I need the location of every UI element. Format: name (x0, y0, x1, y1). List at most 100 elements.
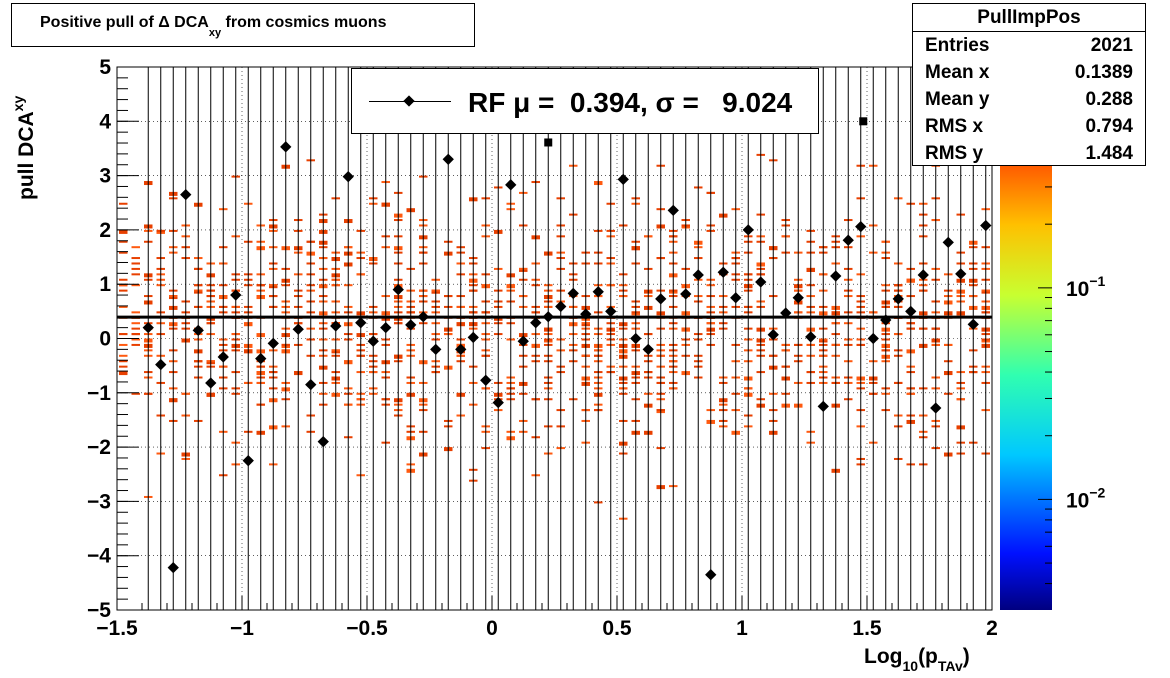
profile-point (280, 141, 292, 153)
profile-point (680, 288, 692, 300)
profile-point (205, 377, 217, 389)
histogram-bin (131, 267, 140, 270)
profile-point (567, 287, 579, 300)
color-scale-label: 10−2 (1066, 484, 1106, 512)
x-tick-label: −1 (230, 617, 254, 640)
profile-point (292, 323, 304, 335)
profile-point (380, 321, 392, 334)
profile-point (492, 396, 504, 409)
profile-point (505, 179, 517, 191)
y-tick-label: −4 (87, 545, 111, 568)
histogram-bin (131, 246, 140, 249)
y-tick-label: −2 (87, 436, 111, 459)
profile-point (855, 220, 867, 233)
profile-point (830, 270, 842, 282)
error-bars (147, 67, 987, 610)
profile-point (430, 343, 442, 356)
profile-point (442, 153, 454, 165)
stats-box: PullImpPos Entries 2021 Mean x 0.1389 Mean… (912, 3, 1146, 166)
y-tick-label: 0 (99, 328, 111, 351)
histogram-bin (131, 338, 140, 341)
x-tick-label: 1 (736, 617, 748, 640)
profile-point (655, 293, 667, 305)
profile-point (805, 331, 817, 343)
histogram-bin (131, 322, 140, 325)
stats-row-rms-x: RMS x 0.794 (925, 116, 1133, 137)
legend-label: RF μ = 0.394, σ = 9.024 (468, 87, 793, 118)
profile-point (180, 188, 192, 201)
profile-point (580, 308, 592, 320)
profile-point (530, 317, 542, 329)
profile-point (842, 234, 854, 246)
y-tick-label: 1 (99, 273, 111, 296)
profile-point-square (859, 117, 868, 126)
y-axis-label: pull DCAxy (10, 95, 38, 200)
y-axis-ticks: 5 4 3 2 1 0 −1 −2 −3 −4 −5 (87, 56, 139, 622)
profile-point (330, 320, 342, 332)
profile-point (480, 374, 492, 386)
histogram-bin (131, 333, 140, 336)
profile-point (917, 269, 929, 281)
profile-point (167, 561, 179, 574)
histogram-bin (119, 305, 128, 308)
profile-point (880, 314, 892, 326)
color-scale-label: 10−1 (1066, 273, 1106, 301)
histogram-bin (131, 262, 140, 265)
profile-point (242, 455, 254, 467)
profile-point (317, 436, 329, 448)
stats-row-entries: Entries 2021 (925, 35, 1133, 56)
histogram-bin (131, 311, 140, 314)
histogram-bin (119, 365, 128, 368)
y-tick-label: −3 (87, 490, 111, 513)
x-axis-ticks: −1.5 −1 −0.5 0 0.5 1 1.5 2 (96, 596, 998, 640)
histogram-bin (119, 343, 128, 346)
profile-point (355, 317, 367, 329)
profile-point (217, 351, 229, 363)
profile-point (605, 305, 617, 318)
x-tick-label: −1.5 (96, 617, 138, 640)
profile-point (942, 236, 954, 249)
histogram-bin (119, 278, 128, 281)
profile-point (767, 329, 779, 341)
profile-point (705, 569, 717, 581)
profile-point (930, 402, 942, 414)
histogram-bin (119, 360, 128, 363)
x-tick-label: −0.5 (346, 617, 388, 640)
histogram-bin (119, 251, 128, 254)
profile-point (742, 224, 754, 236)
y-tick-label: −1 (87, 382, 111, 405)
histogram-bin (131, 284, 140, 287)
histogram-bin (119, 240, 128, 243)
histogram-bin (119, 354, 128, 357)
x-axis-label: Log10(pTAv) (864, 645, 970, 674)
profile-point (905, 305, 917, 318)
plot-title-box: Positive pull of Δ DCAxy from cosmics mu… (11, 3, 475, 47)
histogram-bin (131, 392, 140, 395)
profile-point (717, 266, 729, 278)
profile-point (555, 300, 567, 313)
histogram-bin (131, 343, 140, 346)
profile-point (817, 400, 829, 413)
profile-point (642, 343, 654, 356)
histogram-bin (119, 289, 128, 292)
histogram-bin (119, 284, 128, 287)
profile-point (792, 292, 804, 304)
profile-point (692, 269, 704, 281)
profile-point (455, 343, 467, 356)
profile-point (192, 324, 204, 337)
y-tick-label: 2 (99, 219, 111, 242)
x-tick-label: 0 (486, 617, 498, 640)
profile-point (542, 311, 554, 323)
profile-points (142, 71, 992, 581)
x-tick-label: 2 (986, 617, 998, 640)
profile-point (255, 352, 267, 365)
stats-row-rms-y: RMS y 1.484 (925, 143, 1133, 164)
profile-point (980, 219, 992, 232)
y-tick-label: 5 (99, 56, 111, 79)
y-tick-label: 3 (99, 165, 111, 188)
profile-point-square (544, 138, 553, 147)
plot-title: Positive pull of Δ DCAxy from cosmics mu… (40, 14, 387, 39)
profile-point (630, 332, 642, 345)
profile-point (230, 289, 242, 301)
